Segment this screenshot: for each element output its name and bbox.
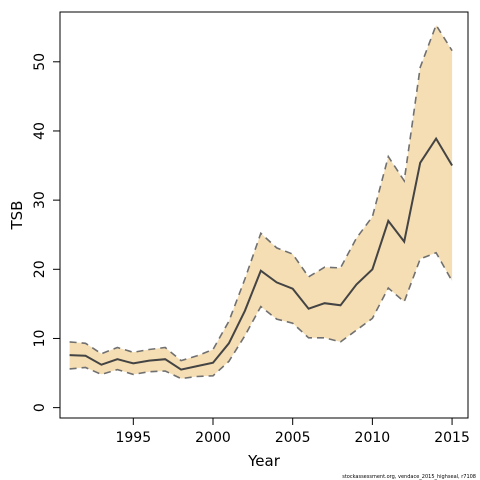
lower-bound-line xyxy=(69,251,453,380)
x-axis: 1995 2000 2005 2010 2015 xyxy=(115,418,470,446)
x-tick-label: 2010 xyxy=(355,430,391,446)
x-axis-title: Year xyxy=(247,452,281,470)
upper-bound-line xyxy=(69,23,453,362)
plot-frame xyxy=(59,11,469,419)
x-tick-label: 2005 xyxy=(275,430,311,446)
x-tick-label: 2015 xyxy=(434,430,470,446)
y-axis-title: TSB xyxy=(8,201,26,231)
credit-text: stockassessment.org, vendace_2015_highse… xyxy=(342,474,476,480)
y-axis: 0 10 20 30 40 50 xyxy=(32,53,60,412)
confidence-band xyxy=(69,25,453,379)
y-tick-label: 0 xyxy=(32,403,48,412)
y-tick-label: 50 xyxy=(32,53,48,71)
estimate-line-layer xyxy=(69,23,453,380)
y-tick-label: 40 xyxy=(32,122,48,140)
estimate-line xyxy=(69,136,453,371)
x-tick-label: 2000 xyxy=(195,430,231,446)
y-tick-label: 20 xyxy=(32,260,48,278)
confidence-band-layer xyxy=(69,25,453,379)
y-tick-label: 10 xyxy=(32,330,48,348)
y-tick-label: 30 xyxy=(32,191,48,209)
x-tick-label: 1995 xyxy=(115,430,151,446)
